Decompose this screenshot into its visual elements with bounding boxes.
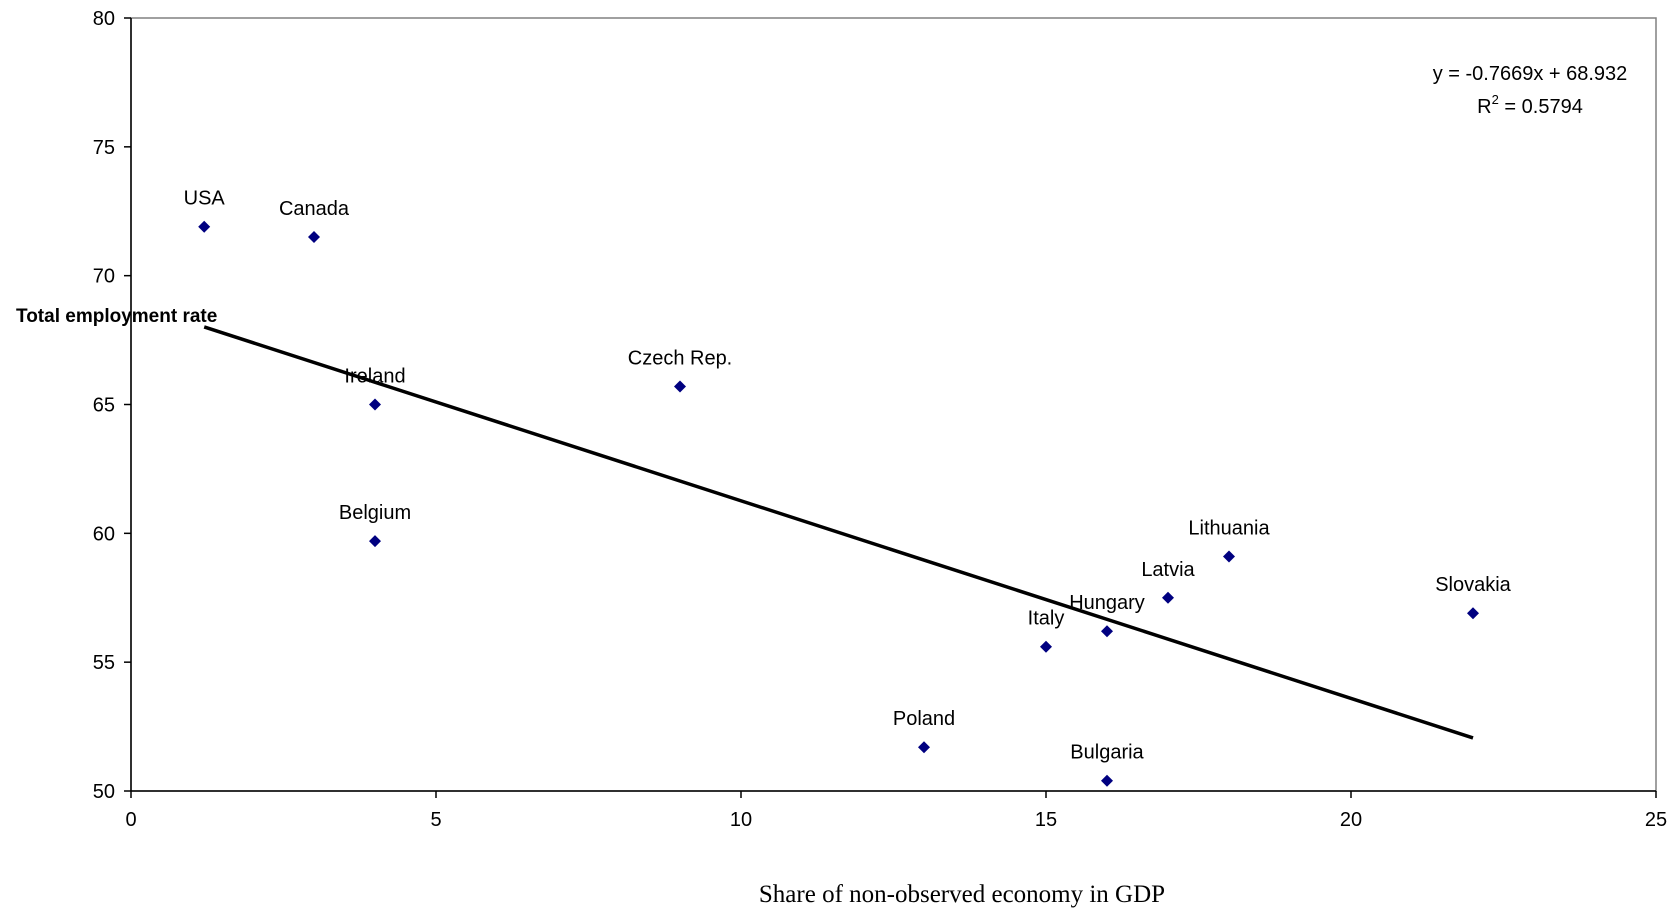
point-marker-latvia [1162,591,1174,604]
trendline-group [203,325,1474,740]
point-marker-usa [198,220,211,233]
data-points [198,220,1479,787]
point-marker-slovakia [1467,607,1479,620]
trendline-equation: y = -0.7669x + 68.932 [1433,63,1628,85]
y-tick-label: 50 [93,781,115,803]
y-tick-label: 60 [93,523,115,545]
plot-frame [130,17,1657,792]
point-labels: USA Canada Ireland Belgium Czech Rep. Poland I… [184,188,1512,764]
point-marker-canada [308,231,320,244]
r2-prefix: R [1477,96,1491,118]
y-tick-label: 55 [93,652,115,674]
point-label: Bulgaria [1070,742,1144,764]
y-axis-label: Total employment rate [16,306,217,327]
y-tick-label: 70 [93,266,115,288]
x-tick-label: 15 [1035,809,1057,831]
point-marker-belgium [369,535,381,548]
point-marker-italy [1040,640,1052,653]
trendline [203,325,1474,740]
point-marker-czech-rep [674,380,686,393]
x-tick-label: 25 [1645,809,1667,831]
chart-axes: 50 55 60 65 70 75 80 0 5 10 15 20 25 [93,8,1667,831]
x-tick-label: 5 [430,809,441,831]
r2-value: = 0.5794 [1499,96,1583,118]
x-tick-label: 20 [1340,809,1362,831]
r2-superscript: 2 [1492,92,1499,107]
trendline-r2: R2 = 0.5794 [1477,92,1583,118]
point-label: Canada [279,198,350,220]
x-tick-label: 0 [125,809,136,831]
point-marker-hungary [1101,625,1113,638]
point-label: USA [184,188,226,210]
point-label: Poland [893,708,955,730]
point-marker-poland [918,741,930,754]
point-label: Slovakia [1435,574,1511,596]
x-tick-label: 10 [730,809,752,831]
point-label: Italy [1028,608,1065,630]
y-tick-label: 80 [93,8,115,30]
point-label: Czech Rep. [628,347,733,369]
point-label: Lithuania [1188,518,1270,540]
point-label: Ireland [344,366,405,388]
y-tick-label: 65 [93,395,115,417]
point-label: Hungary [1069,592,1145,614]
x-axis-label: Share of non-observed economy in GDP [759,881,1165,908]
point-marker-bulgaria [1101,774,1113,787]
point-marker-ireland [369,398,381,411]
point-marker-lithuania [1223,550,1235,563]
point-label: Latvia [1141,559,1195,581]
y-tick-label: 75 [93,137,115,159]
point-label: Belgium [339,502,411,524]
